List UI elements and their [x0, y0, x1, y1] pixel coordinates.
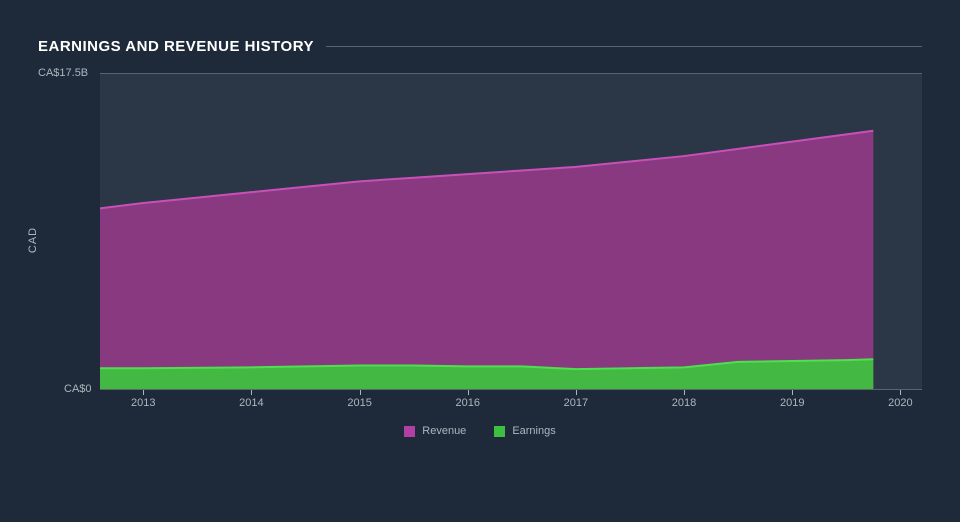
x-tick-label: 2015: [347, 397, 371, 409]
x-tick: [360, 390, 361, 395]
legend-item-earnings: Earnings: [494, 425, 555, 437]
x-tick-label: 2020: [888, 397, 912, 409]
title-divider: [326, 46, 922, 47]
legend: Revenue Earnings: [38, 425, 922, 437]
x-tick: [576, 390, 577, 395]
y-tick-max: CA$17.5B: [38, 67, 88, 79]
chart-area: CAD CA$17.5B CA$0 2013201420152016201720…: [38, 73, 922, 407]
legend-item-revenue: Revenue: [404, 425, 466, 437]
legend-swatch-revenue: [404, 426, 415, 437]
x-tick: [684, 390, 685, 395]
x-tick-label: 2019: [780, 397, 804, 409]
x-tick: [792, 390, 793, 395]
x-tick: [900, 390, 901, 395]
x-tick-label: 2018: [672, 397, 696, 409]
plot-region: [100, 73, 922, 389]
legend-label-revenue: Revenue: [422, 425, 466, 437]
legend-swatch-earnings: [494, 426, 505, 437]
x-tick: [468, 390, 469, 395]
x-tick: [251, 390, 252, 395]
x-tick-label: 2016: [455, 397, 479, 409]
x-tick-label: 2014: [239, 397, 263, 409]
legend-label-earnings: Earnings: [512, 425, 555, 437]
y-tick-min: CA$0: [64, 383, 92, 395]
x-axis: 2013 2014 2015 2016 2017 2018 2019 2020: [100, 389, 922, 407]
x-tick-label: 2017: [564, 397, 588, 409]
x-tick-label: 2013: [131, 397, 155, 409]
chart-title: EARNINGS AND REVENUE HISTORY: [38, 38, 314, 55]
y-axis-title: CAD: [27, 227, 39, 253]
x-tick: [143, 390, 144, 395]
chart-title-row: EARNINGS AND REVENUE HISTORY: [38, 38, 922, 55]
